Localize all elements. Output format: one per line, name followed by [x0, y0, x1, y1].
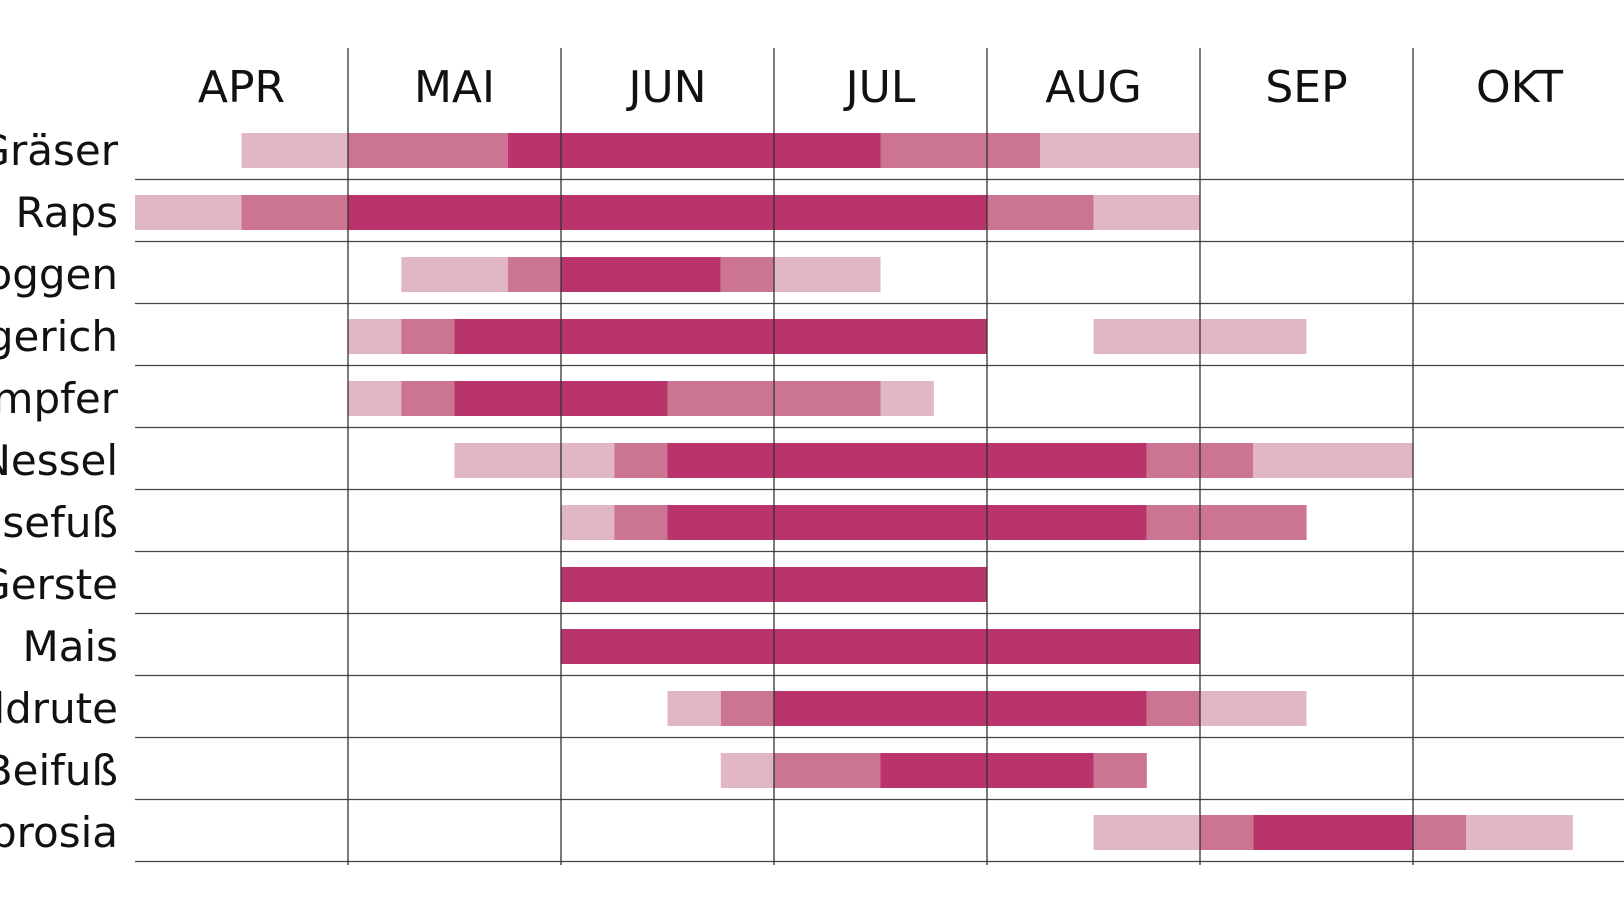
labels-layer: APR MAI JUN JUL AUG SEP OKT Gräser Raps oggen geri… [0, 62, 1563, 857]
row-label: nsefuß [0, 498, 118, 547]
bar-segment [880, 133, 1041, 168]
bar-segment [667, 691, 721, 726]
row-label: oggen [0, 250, 118, 299]
month-label: SEP [1265, 62, 1347, 113]
bar-segment [614, 505, 668, 540]
bar-segment [1093, 753, 1147, 788]
month-label: JUN [625, 62, 706, 113]
bar-segment [561, 257, 721, 292]
bar-segment [1200, 691, 1307, 726]
row-label: Gerste [0, 560, 118, 609]
bar-segment [720, 257, 775, 292]
bar-segment [1200, 815, 1254, 850]
bar-segment [987, 195, 1094, 230]
grid-layer [135, 48, 1624, 865]
bar-segment [880, 381, 934, 416]
bar-segment [1093, 195, 1200, 230]
row-label: Raps [15, 188, 118, 237]
bar-segment [348, 195, 987, 230]
bar-segment [1253, 815, 1414, 850]
row-label: Gräser [0, 126, 119, 175]
row-label: brosia [0, 808, 118, 857]
month-label: APR [198, 62, 285, 113]
bar-segment [348, 133, 508, 168]
bar-segment [1146, 691, 1201, 726]
month-label: AUG [1045, 62, 1141, 113]
bar-segment [667, 443, 1147, 478]
month-label: MAI [414, 62, 495, 113]
bar-segment [561, 505, 615, 540]
bar-segment [1466, 815, 1573, 850]
bar-segment [348, 319, 402, 354]
row-label: gerich [0, 312, 118, 361]
bar-segment [241, 195, 348, 230]
bar-segment [720, 691, 775, 726]
row-label: mpfer [0, 374, 119, 423]
row-label: ldrute [0, 684, 118, 733]
bar-segment [614, 443, 668, 478]
bar-segment [1253, 443, 1414, 478]
bars-layer [135, 133, 1573, 850]
bar-segment [667, 505, 1147, 540]
bar-segment [401, 319, 455, 354]
bar-segment [774, 257, 881, 292]
bar-segment [454, 443, 615, 478]
bar-segment [507, 257, 562, 292]
bar-segment [774, 753, 881, 788]
row-label: Mais [22, 622, 118, 671]
bar-segment [1413, 815, 1467, 850]
bar-segment [1093, 815, 1200, 850]
bar-segment [720, 753, 775, 788]
bar-segment [561, 629, 1200, 664]
bar-segment [1040, 133, 1201, 168]
month-label: OKT [1476, 62, 1563, 113]
row-label: Beifuß [0, 746, 118, 795]
bar-segment [774, 691, 1147, 726]
bar-segment [348, 381, 402, 416]
bar-segment [401, 257, 508, 292]
bar-segment [401, 381, 455, 416]
bar-segment [507, 133, 881, 168]
bar-segment [135, 195, 242, 230]
bar-segment [454, 319, 987, 354]
row-label: Nessel [0, 436, 118, 485]
bar-segment [241, 133, 348, 168]
bar-segment [1146, 505, 1307, 540]
month-label: JUL [843, 62, 916, 113]
